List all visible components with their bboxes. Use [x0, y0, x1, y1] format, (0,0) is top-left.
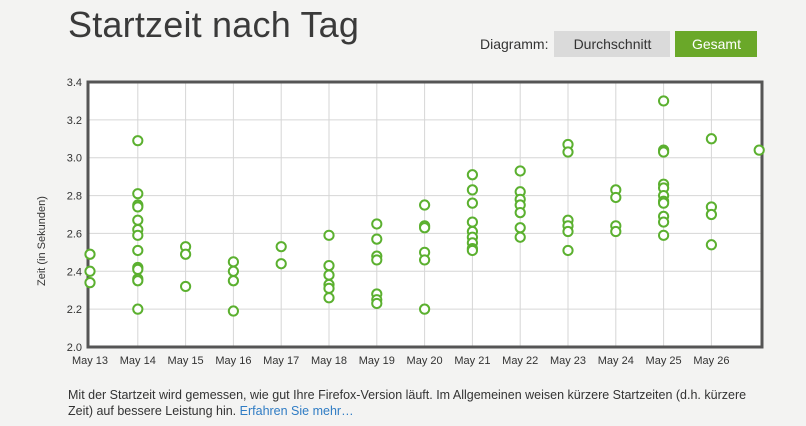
total-button[interactable]: Gesamt [675, 31, 758, 57]
data-point[interactable] [514, 207, 526, 219]
data-point[interactable] [371, 218, 383, 230]
data-point[interactable] [610, 191, 622, 204]
caption-text: Mit der Startzeit wird gemessen, wie gut… [68, 388, 747, 418]
x-tick-labels: May 13 May 14 May 15 May 16 May 17 May 18 May … [72, 355, 729, 367]
y-tick-label: 3.4 [67, 77, 82, 89]
data-point[interactable] [419, 199, 431, 211]
data-point[interactable] [132, 275, 144, 287]
data-point[interactable] [227, 256, 239, 268]
data-point[interactable] [610, 225, 622, 238]
data-point[interactable] [323, 292, 335, 304]
data-point[interactable] [132, 229, 144, 241]
data-point[interactable] [132, 244, 144, 257]
x-tick-label: May 22 [502, 355, 538, 367]
data-point[interactable] [371, 297, 383, 310]
x-tick-label: May 19 [359, 355, 395, 367]
data-point[interactable] [514, 222, 526, 234]
x-tick-label: May 21 [454, 355, 490, 367]
data-point[interactable] [419, 254, 431, 266]
x-tick-label: May 25 [646, 355, 682, 367]
data-point[interactable] [705, 239, 718, 251]
data-point[interactable] [132, 263, 144, 275]
data-point[interactable] [275, 258, 287, 270]
data-point[interactable] [658, 229, 670, 241]
x-tick-label: May 26 [693, 355, 729, 367]
chart-toolbar: Diagramm: Durchschnitt Gesamt [480, 31, 758, 57]
startup-time-chart: 2.02.22.42.62.83.03.23.4 May 13 May 14 May… [36, 77, 765, 367]
data-point[interactable] [180, 248, 192, 260]
data-point[interactable] [466, 184, 478, 196]
data-point[interactable] [705, 133, 718, 145]
data-point[interactable] [275, 241, 287, 253]
data-point[interactable] [466, 216, 478, 228]
data-point[interactable] [371, 254, 383, 266]
data-point[interactable] [658, 216, 670, 228]
data-point[interactable] [753, 144, 765, 156]
x-tick-label: May 18 [311, 355, 347, 367]
data-point[interactable] [705, 208, 718, 221]
data-point[interactable] [132, 135, 144, 147]
y-tick-label: 3.2 [67, 115, 82, 127]
x-tick-label: May 16 [215, 355, 251, 367]
y-tick-label: 2.4 [67, 266, 82, 278]
data-point[interactable] [84, 265, 96, 277]
data-point[interactable] [132, 303, 144, 315]
page-title: Startzeit nach Tag [68, 4, 360, 45]
data-point[interactable] [562, 225, 574, 238]
data-point[interactable] [132, 201, 144, 213]
data-point[interactable] [514, 231, 526, 243]
data-point[interactable] [514, 165, 526, 177]
learn-more-link[interactable]: Erfahren Sie mehr… [239, 404, 354, 418]
y-axis-title: Zeit (in Sekunden) [36, 196, 48, 286]
data-point[interactable] [323, 229, 335, 241]
data-point[interactable] [84, 248, 96, 260]
data-point[interactable] [419, 303, 431, 315]
data-point[interactable] [227, 265, 239, 277]
x-tick-label: May 23 [550, 355, 586, 367]
data-point[interactable] [658, 95, 670, 107]
y-tick-label: 2.0 [67, 342, 82, 354]
data-point[interactable] [323, 282, 335, 294]
data-point[interactable] [132, 188, 144, 200]
x-tick-label: May 14 [120, 355, 156, 367]
data-point[interactable] [658, 146, 670, 158]
data-point[interactable] [658, 197, 670, 209]
data-point[interactable] [466, 197, 478, 209]
data-point[interactable] [84, 277, 96, 289]
y-tick-label: 3.0 [67, 153, 82, 165]
plot-frame [86, 80, 764, 349]
data-point[interactable] [466, 244, 478, 257]
caption: Mit der Startzeit wird gemessen, wie gut… [68, 387, 768, 419]
x-tick-label: May 15 [168, 355, 204, 367]
data-point[interactable] [562, 146, 574, 158]
data-point[interactable] [227, 275, 239, 287]
data-point[interactable] [562, 244, 574, 257]
x-tick-label: May 24 [598, 355, 634, 367]
y-tick-label: 2.8 [67, 191, 82, 203]
data-point[interactable] [466, 169, 478, 181]
data-points [84, 95, 765, 317]
data-point[interactable] [323, 269, 335, 281]
x-tick-label: May 13 [72, 355, 108, 367]
diagram-label: Diagramm: [480, 36, 549, 52]
y-tick-labels: 2.0 2.2 2.4 2.6 2.8 3.0 3.2 3.4 [67, 77, 82, 354]
x-tick-label: May 17 [263, 355, 299, 367]
data-point[interactable] [180, 280, 192, 293]
average-button[interactable]: Durchschnitt [554, 31, 671, 57]
data-point[interactable] [419, 222, 431, 234]
data-point[interactable] [371, 233, 383, 245]
data-point[interactable] [323, 260, 335, 272]
data-point[interactable] [227, 305, 239, 317]
data-point[interactable] [132, 214, 144, 226]
y-tick-label: 2.2 [67, 304, 82, 316]
y-tick-label: 2.6 [67, 228, 82, 240]
x-tick-label: May 20 [407, 355, 443, 367]
